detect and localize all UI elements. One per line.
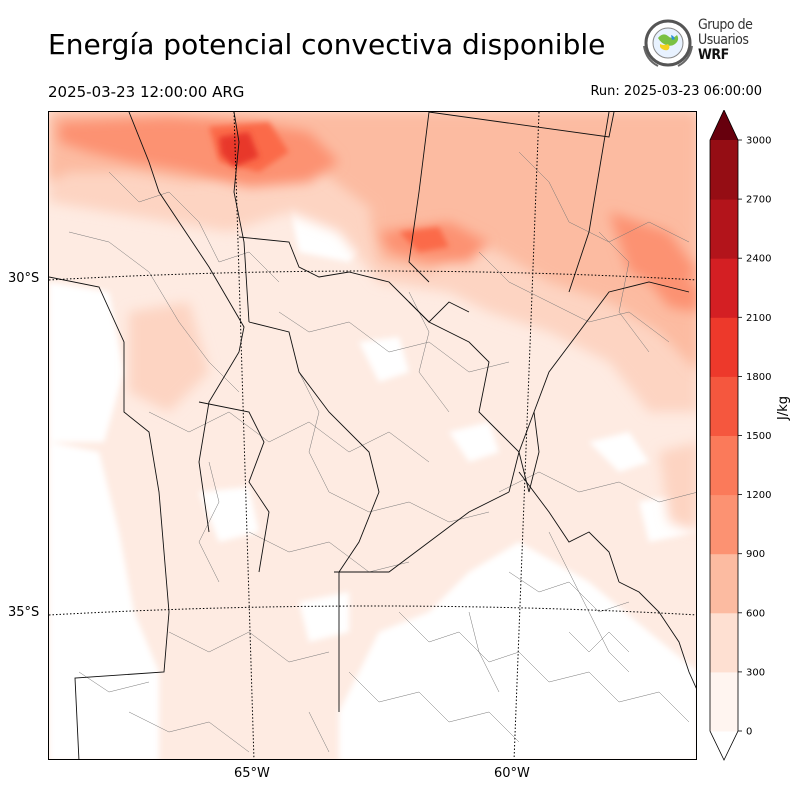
colorbar-tick-label: 1800 bbox=[746, 372, 771, 383]
logo-line-3: WRF bbox=[698, 47, 729, 63]
globe-icon bbox=[643, 19, 693, 67]
colorbar-segment bbox=[710, 671, 738, 732]
cape-map[interactable] bbox=[48, 111, 697, 760]
colorbar: 0 300 600 900 1200 1500 1800 2100 2400 2700 3000 bbox=[708, 109, 798, 765]
colorbar-segment bbox=[710, 553, 738, 614]
colorbar-segment bbox=[710, 376, 738, 436]
valid-time: 2025-03-23 12:00:00 ARG bbox=[48, 83, 245, 101]
colorbar-segment bbox=[710, 494, 738, 555]
graticule bbox=[49, 112, 696, 759]
colorbar-segment bbox=[710, 612, 738, 673]
colorbar-tick-label: 2100 bbox=[746, 313, 771, 324]
province-boundaries bbox=[49, 112, 696, 759]
colorbar-extend-min bbox=[710, 731, 738, 760]
colorbar-unit: J/kg bbox=[776, 396, 791, 420]
logo-text: Grupo de Usuarios WRF bbox=[698, 17, 753, 63]
run-time: Run: 2025-03-23 06:00:00 bbox=[590, 84, 762, 99]
colorbar-segment bbox=[710, 317, 738, 377]
lon-label-65: 65°W bbox=[234, 766, 270, 781]
logo-line-1: Grupo de bbox=[698, 17, 753, 33]
lat-label-35: 35°S bbox=[8, 605, 40, 620]
colorbar-segment bbox=[710, 140, 738, 200]
colorbar-tick-label: 3000 bbox=[746, 136, 771, 147]
cape-field bbox=[49, 112, 696, 759]
colorbar-segment bbox=[710, 435, 738, 496]
colorbar-tick-label: 2700 bbox=[746, 195, 771, 206]
colorbar-tick-label: 0 bbox=[746, 727, 752, 738]
wrf-logo: Grupo de Usuarios WRF bbox=[638, 16, 762, 72]
map-title: Energía potencial convectiva disponible bbox=[48, 28, 606, 61]
logo-line-2: Usuarios bbox=[698, 32, 749, 48]
colorbar-tick-label: 1500 bbox=[746, 431, 771, 442]
colorbar-tick-label: 2400 bbox=[746, 254, 771, 265]
colorbar-extend-max bbox=[710, 110, 738, 140]
colorbar-svg: 0 300 600 900 1200 1500 1800 2100 2400 2700 3000 bbox=[709, 109, 771, 761]
colorbar-tick-label: 1200 bbox=[746, 490, 771, 501]
colorbar-tick-label: 900 bbox=[746, 549, 765, 560]
lat-label-30: 30°S bbox=[8, 271, 40, 286]
colorbar-tick-label: 600 bbox=[746, 608, 765, 619]
lon-label-60: 60°W bbox=[494, 766, 530, 781]
colorbar-segment bbox=[710, 258, 738, 318]
colorbar-segment bbox=[710, 199, 738, 259]
map-canvas bbox=[49, 112, 696, 759]
colorbar-tick-label: 300 bbox=[746, 667, 765, 678]
